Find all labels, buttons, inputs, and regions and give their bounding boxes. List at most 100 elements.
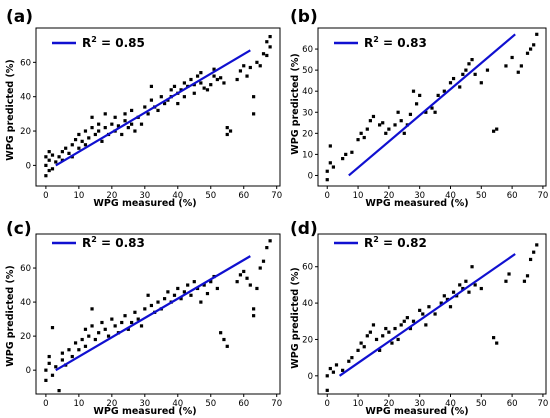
data-point (179, 88, 183, 92)
data-point (467, 290, 471, 294)
data-point (405, 316, 409, 320)
data-point (90, 324, 94, 328)
data-point (458, 85, 462, 89)
x-tick-label: 0 (43, 399, 48, 409)
data-point (146, 112, 150, 116)
data-point (113, 115, 117, 119)
data-point (325, 388, 329, 392)
data-point (378, 123, 382, 127)
regression-line (348, 33, 516, 177)
panel-d: 0 10 20 30 40 50 60 70 0 20 40 60 (d) WPG predicted… (290, 219, 548, 417)
data-point (341, 368, 345, 372)
data-point (328, 366, 332, 371)
panel-label-d: (d) (290, 219, 318, 239)
data-point (77, 146, 81, 150)
data-point (47, 354, 51, 359)
data-point (436, 93, 440, 98)
y-tick-label: 0 (26, 366, 31, 376)
data-point (334, 363, 339, 367)
plot-frame (35, 233, 281, 395)
data-point (525, 274, 530, 278)
plot-area-a: 0 10 20 30 40 50 60 70 0 20 40 60 (20, 27, 282, 201)
x-tick-label: 10 (73, 191, 84, 201)
y-tick-label: 20 (20, 332, 31, 342)
data-point (143, 105, 147, 109)
data-point (374, 337, 379, 342)
data-point (516, 70, 520, 74)
data-point (222, 337, 226, 342)
data-point (362, 135, 366, 140)
xlabel-c: WPG measured (%) (93, 406, 196, 417)
data-point (384, 326, 388, 331)
plot-frame (317, 233, 547, 395)
x-tick-label: 30 (414, 191, 425, 201)
data-point (378, 348, 382, 352)
y-tick-label: 40 (20, 298, 31, 308)
data-point (182, 290, 186, 294)
data-point (402, 131, 406, 135)
data-point (341, 157, 345, 161)
data-point (458, 283, 462, 287)
data-point (126, 126, 130, 130)
data-point (215, 77, 219, 82)
data-point (57, 155, 61, 159)
data-point (182, 95, 186, 99)
data-point (176, 286, 180, 291)
data-point (156, 300, 160, 304)
data-point (387, 330, 391, 334)
data-point (238, 69, 243, 73)
x-tick-label: 30 (414, 399, 425, 409)
data-point (100, 139, 104, 143)
legend-label-b: R2 = 0.83 (364, 35, 427, 50)
data-point (245, 276, 249, 280)
data-point (47, 158, 51, 162)
data-point (325, 178, 329, 182)
data-point (510, 55, 514, 60)
data-point (83, 327, 88, 331)
data-point (136, 317, 140, 321)
x-tick-label: 60 (238, 399, 249, 409)
data-point (83, 129, 88, 133)
data-point (77, 348, 81, 352)
data-point (411, 319, 416, 323)
panel-label-c: (c) (6, 219, 32, 239)
x-tick-label: 70 (271, 191, 282, 201)
data-point (133, 129, 137, 133)
y-tick-label: 60 (20, 264, 31, 274)
data-point (225, 126, 229, 130)
data-point (123, 314, 127, 318)
data-point (44, 368, 48, 372)
data-point (495, 127, 499, 131)
ylabel-b: WPG predicted (%) (290, 53, 301, 154)
data-point (368, 119, 372, 123)
legend-label-d: R2 = 0.82 (364, 235, 427, 250)
y-tick-label: 50 (302, 66, 313, 76)
data-point (219, 331, 223, 335)
data-point (399, 119, 403, 123)
data-point (396, 110, 400, 114)
data-point (325, 169, 329, 173)
data-point (265, 53, 269, 58)
data-point (396, 337, 400, 342)
y-tick-label: 0 (308, 171, 313, 181)
data-point (192, 280, 196, 284)
data-point (50, 153, 55, 157)
x-tick-label: 10 (73, 399, 84, 409)
data-point (202, 86, 206, 90)
data-point (106, 334, 111, 338)
xlabel-b: WPG measured (%) (365, 198, 468, 209)
data-point (265, 246, 269, 250)
ylabel-c: WPG predicted (%) (5, 265, 16, 366)
data-point (123, 119, 127, 123)
data-point (492, 129, 496, 133)
data-point (73, 341, 78, 345)
data-point (268, 239, 272, 243)
data-point (359, 131, 363, 135)
data-point (97, 331, 101, 335)
data-point (248, 65, 252, 70)
data-point (83, 143, 88, 147)
data-point (359, 341, 363, 345)
data-point (470, 265, 474, 269)
data-point (110, 317, 114, 321)
data-point (120, 320, 124, 325)
